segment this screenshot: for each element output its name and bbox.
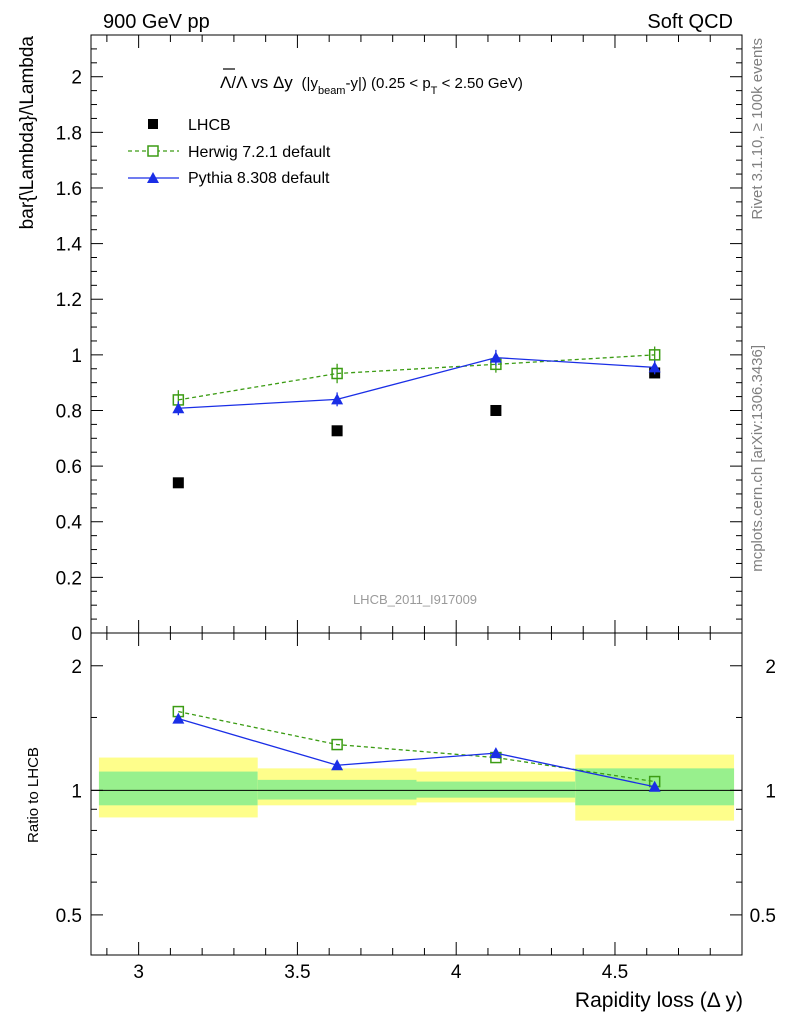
main-panel: 0 0.2 0.4 0.6 0.8 1 1.2 1.4 1.6 1.8 2 bar{\Lambda}… (17, 34, 742, 645)
main-y-tick-label: 0.8 (56, 401, 82, 422)
x-tick-label: 4 (451, 962, 462, 983)
legend-marker-herwig (147, 145, 159, 157)
ratio-frame (90, 632, 743, 956)
main-y-tick-label: 0 (71, 624, 82, 645)
main-y-axis-label: bar{\Lambda}/\Lambda (17, 36, 38, 230)
header-left: 900 GeV pp (103, 11, 210, 33)
title-end: < 2.50 GeV) (437, 75, 522, 92)
watermark: LHCB_2011_I917009 (353, 592, 477, 607)
ratio-point-pythia-8-308-default (489, 747, 502, 759)
main-y-ticks: 0 0.2 0.4 0.6 0.8 1 1.2 1.4 1.6 1.8 2 (56, 34, 742, 645)
title-paren-open: (|y (302, 75, 319, 92)
header-right: Soft QCD (647, 11, 733, 33)
ratio-y-ticks: 0.5 0.5 1 1 2 2 (56, 657, 776, 927)
main-y-tick-label: 0.2 (56, 568, 82, 589)
main-y-tick-label: 0.4 (56, 513, 83, 534)
main-point-pythia-8-308-default (489, 351, 502, 363)
ratio-band-inner (98, 771, 258, 806)
mcplots-label: mcplots.cern.ch [arXiv:1306.3436] (749, 345, 766, 572)
main-y-tick-label: 0.6 (56, 457, 82, 478)
x-ticks: 3 3.5 4 4.5 (106, 35, 711, 983)
legend-label-lhcb: LHCB (188, 117, 231, 134)
main-line-pythia-8-308-default (178, 356, 655, 409)
main-point-lhcb (490, 404, 502, 416)
ratio-y-tick-label-right: 0.5 (750, 906, 776, 927)
ratio-point-pythia-8-308-default (172, 712, 185, 724)
legend: LHCB Herwig 7.2.1 default Pythia 8.308 d… (128, 117, 331, 187)
svg-text:Λ/Λ vs Δy (|ybeam-y|): Λ/Λ vs Δy (|ybeam-y|) (0.25 < pT < 2.50 … (220, 73, 523, 97)
main-y-tick-label: 1.4 (56, 235, 83, 256)
ratio-y-tick-label: 0.5 (56, 906, 82, 927)
main-point-pythia-8-308-default (331, 393, 344, 405)
ratio-band-inner (416, 781, 576, 798)
x-axis-label: Rapidity loss (Δ y) (575, 989, 743, 1012)
rivet-label: Rivet 3.1.10, ≥ 100k events (749, 38, 766, 220)
x-tick-label: 4.5 (602, 962, 628, 983)
legend-marker-lhcb (148, 119, 158, 129)
x-tick-label: 3 (133, 962, 144, 983)
x-tick-label: 3.5 (284, 962, 310, 983)
ratio-band-inner (257, 779, 417, 800)
title-observable: Λ/Λ vs Δy (220, 73, 293, 92)
legend-label-herwig: Herwig 7.2.1 default (188, 144, 331, 161)
chart-title: Λ/Λ vs Δy (|ybeam-y|) (0.25 < pT < 2.50 … (220, 68, 523, 97)
ratio-y-tick-label-right: 1 (765, 781, 776, 802)
ratio-y-tick-label-right: 2 (765, 657, 776, 678)
main-point-lhcb (172, 477, 184, 489)
main-y-tick-label: 1 (71, 346, 82, 367)
main-y-tick-label: 1.8 (56, 123, 82, 144)
ratio-line-pythia-8-308-default (178, 718, 655, 788)
ratio-y-tick-label: 2 (71, 657, 82, 678)
ratio-y-tick-label: 1 (71, 781, 82, 802)
main-point-pythia-8-308-default (648, 361, 661, 373)
main-point-herwig-7-2-1-default (648, 349, 661, 361)
main-point-lhcb (331, 425, 343, 437)
legend-marker-pythia (147, 172, 159, 183)
main-point-pythia-8-308-default (172, 402, 185, 414)
title-mid: -y|) (0.25 < p (345, 75, 430, 92)
ratio-point-pythia-8-308-default (648, 780, 661, 792)
main-y-tick-label: 1.2 (56, 290, 82, 311)
ratio-panel: 0.5 0.5 1 1 2 2 Ratio to LHCB (25, 657, 776, 927)
ratio-point-herwig-7-2-1-default (331, 738, 343, 751)
main-point-herwig-7-2-1-default (331, 367, 343, 380)
legend-label-pythia: Pythia 8.308 default (188, 170, 330, 187)
ratio-y-axis-label: Ratio to LHCB (25, 747, 42, 843)
title-beam-sub: beam (318, 85, 346, 97)
title-t-sub: T (431, 85, 438, 97)
main-y-tick-label: 1.6 (56, 179, 82, 200)
main-line-herwig-7-2-1-default (178, 354, 655, 401)
ratio-point-pythia-8-308-default (331, 759, 344, 771)
main-y-tick-label: 2 (71, 68, 82, 89)
